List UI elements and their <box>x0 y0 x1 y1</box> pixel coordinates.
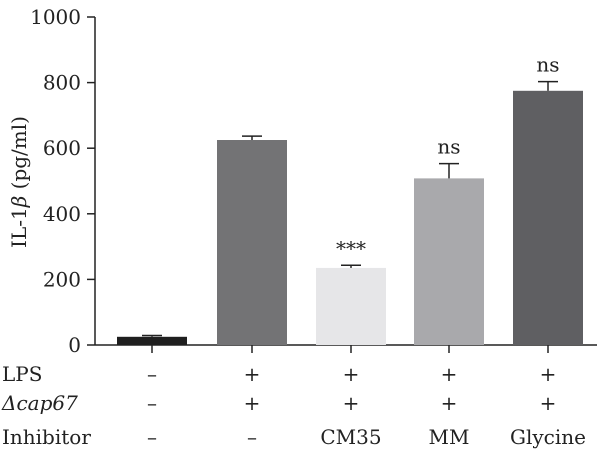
bar <box>117 336 187 345</box>
y-tick-label: 0 <box>68 333 81 357</box>
condition-value: – <box>147 425 157 449</box>
bar <box>513 90 583 345</box>
y-axis-label-prefix: IL-1 <box>7 207 31 248</box>
bar <box>414 178 484 345</box>
y-axis-label-suffix: (pg/ml) <box>7 116 31 196</box>
significance-label: ns <box>437 135 460 159</box>
significance-annotations: *** ns ns <box>336 53 560 261</box>
y-axis: 0 200 400 600 800 1000 <box>30 5 597 357</box>
bar <box>217 140 287 345</box>
condition-value: – <box>247 425 257 449</box>
y-tick-label: 200 <box>43 267 81 291</box>
bar <box>316 267 386 345</box>
condition-value: + <box>244 391 261 415</box>
condition-value: + <box>244 362 261 386</box>
condition-row-label: Δcap67 <box>1 391 78 415</box>
condition-value: + <box>441 391 458 415</box>
bars <box>117 80 583 345</box>
condition-row-label: LPS <box>2 362 42 386</box>
y-tick-label: 400 <box>43 202 81 226</box>
condition-value: Glycine <box>510 425 586 449</box>
y-axis-label-symbol: β <box>7 196 31 209</box>
y-axis-label: IL-1β (pg/ml) <box>7 116 31 248</box>
y-tick-label: 800 <box>43 71 81 95</box>
condition-value: MM <box>429 425 470 449</box>
condition-value: + <box>343 362 360 386</box>
condition-value: + <box>540 362 557 386</box>
condition-value: + <box>441 362 458 386</box>
condition-table: LPS – + + + + Δcap67 – + + + + Inhibitor – – CM35 MM Glyc… <box>1 362 586 449</box>
condition-value: CM35 <box>320 425 381 449</box>
condition-value: – <box>147 391 157 415</box>
y-tick-label: 600 <box>43 136 81 160</box>
significance-label: *** <box>336 236 366 260</box>
condition-value: – <box>147 362 157 386</box>
condition-value: + <box>343 391 360 415</box>
condition-value: + <box>540 391 557 415</box>
significance-label: ns <box>536 53 559 77</box>
y-tick-label: 1000 <box>30 5 81 29</box>
condition-row-label: Inhibitor <box>2 425 91 449</box>
